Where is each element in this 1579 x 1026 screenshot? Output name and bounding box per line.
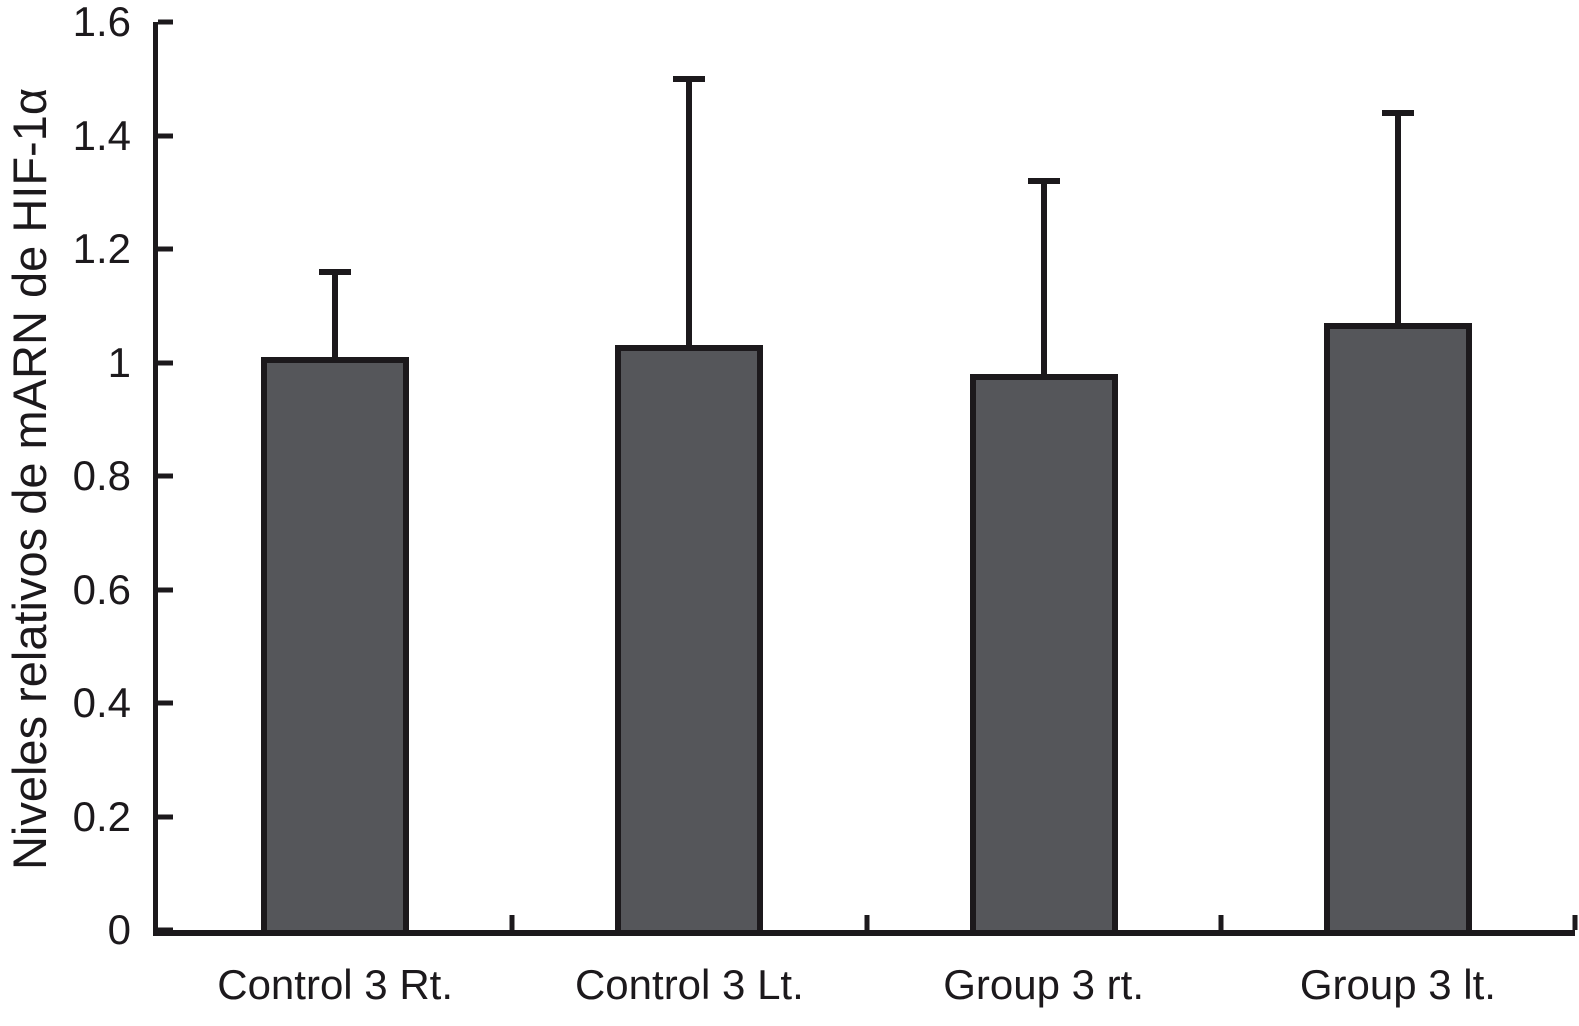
x-category-label: Control 3 Rt.	[217, 961, 454, 1008]
error-bar-cap	[319, 268, 352, 275]
error-bar-line	[1394, 112, 1401, 323]
x-tick	[864, 915, 869, 930]
y-tick	[158, 473, 173, 479]
bar	[1323, 322, 1472, 930]
y-tick	[158, 700, 173, 706]
error-bar-line	[686, 78, 693, 346]
error-bar-line	[332, 271, 339, 357]
error-bar-line	[1040, 180, 1047, 374]
y-tick-label: 0.4	[72, 679, 131, 726]
y-tick	[158, 587, 173, 592]
y-axis-label-text: Niveles relativos de mARN de HIF-1α	[2, 87, 56, 871]
x-tick	[1218, 915, 1224, 930]
bar	[969, 373, 1118, 930]
x-category-label: Control 3 Lt.	[574, 961, 804, 1008]
bar	[261, 356, 410, 930]
x-category-label: Group 3 rt.	[943, 961, 1145, 1008]
y-axis-label: Niveles relativos de mARN de HIF-1α	[0, 0, 58, 958]
y-tick	[158, 927, 173, 933]
y-tick-label: 1.4	[72, 111, 131, 159]
error-bar-cap	[1027, 177, 1060, 184]
y-tick-label: 0	[107, 906, 131, 953]
y-tick	[158, 814, 173, 819]
y-tick-label: 0.6	[72, 565, 131, 613]
y-tick	[158, 133, 173, 138]
y-tick-label: 1.6	[72, 0, 131, 45]
y-tick	[158, 19, 173, 25]
error-bar-cap	[673, 75, 706, 82]
y-tick	[158, 360, 173, 365]
x-category-label: Group 3 lt.	[1299, 961, 1496, 1008]
y-tick-label: 0.2	[72, 792, 131, 840]
plot-area: 0 0.2 0.4 0.6 0.8 1 1.2 1.4 1.6 Control 3 Rt. Cont…	[73, 1, 1578, 1006]
y-tick-label: 1.2	[72, 225, 131, 272]
y-tick-label: 0.8	[72, 452, 131, 499]
bar	[615, 345, 764, 930]
x-tick	[1572, 915, 1578, 930]
y-tick	[158, 246, 173, 252]
x-tick	[509, 915, 515, 930]
y-tick-label: 1	[107, 338, 131, 386]
error-bar-cap	[1381, 109, 1414, 116]
